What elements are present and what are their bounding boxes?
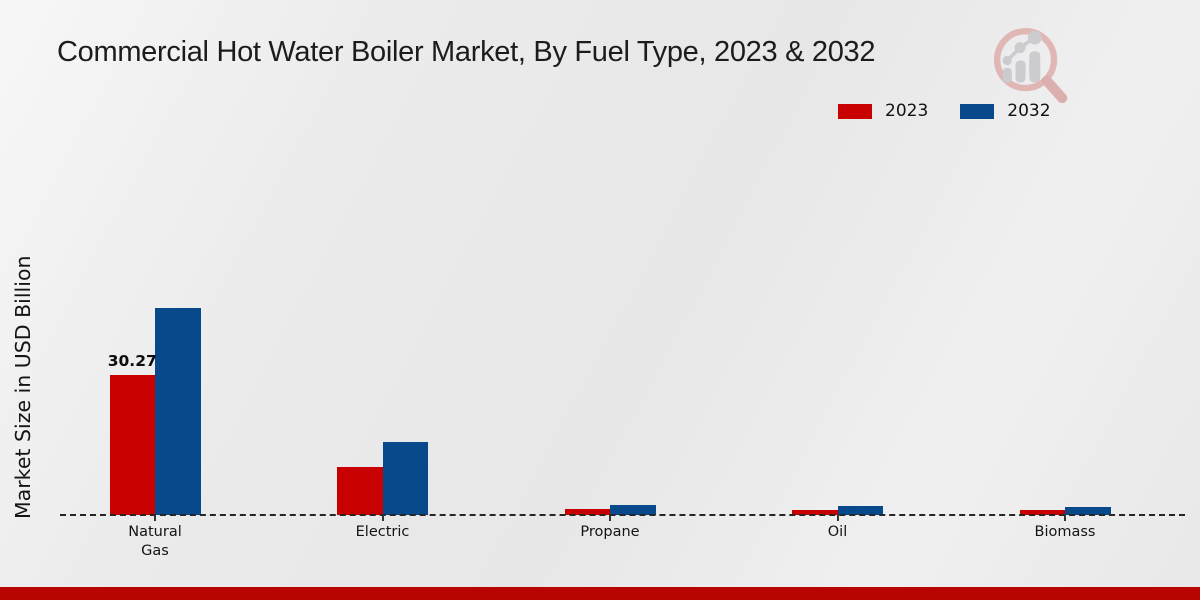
x-axis-tick-natural-gas [154,515,156,521]
bar-2032-propane [610,505,656,515]
footer-accent-bar [0,587,1200,600]
legend-swatch-2032 [960,103,995,119]
legend: 2023 2032 [838,101,1051,121]
legend-item-2023: 2023 [838,101,928,121]
bar-2023-electric [337,467,383,515]
magnifier-growth-chart-icon [993,27,1068,104]
bar-2032-electric [382,441,428,515]
x-axis-tick-biomass [1064,515,1066,521]
chart-title: Commercial Hot Water Boiler Market, By F… [57,36,876,68]
bar-2023-propane [564,509,610,515]
x-axis-tick-oil [836,515,839,521]
x-tick-label-propane: Propane [580,524,640,540]
x-axis-tick-propane [609,515,611,521]
legend-label-2032: 2032 [1007,101,1051,121]
bar-value-label: 30.27 [107,352,157,370]
x-axis-tick-electric [381,515,384,521]
bar-2023-oil [792,509,838,515]
x-tick-label-natural-gas: Natural Gas [128,524,182,559]
bar-2023-biomass [1019,510,1065,515]
bar-2032-biomass [1065,506,1111,515]
legend-label-2023: 2023 [885,101,929,121]
x-tick-label-biomass: Biomass [1034,524,1096,540]
bar-2032-oil [837,505,883,515]
y-axis-title: Market Size in USD Billion [11,255,35,519]
x-tick-label-electric: Electric [355,524,410,540]
legend-swatch-2023 [838,103,872,119]
legend-item-2032: 2032 [960,101,1051,121]
brand-logo [986,22,1078,110]
x-axis-baseline [60,514,1185,516]
x-tick-label-oil: Oil [827,524,848,540]
bar-2032-natural-gas [155,307,201,515]
bar-2023-natural-gas [109,375,155,515]
